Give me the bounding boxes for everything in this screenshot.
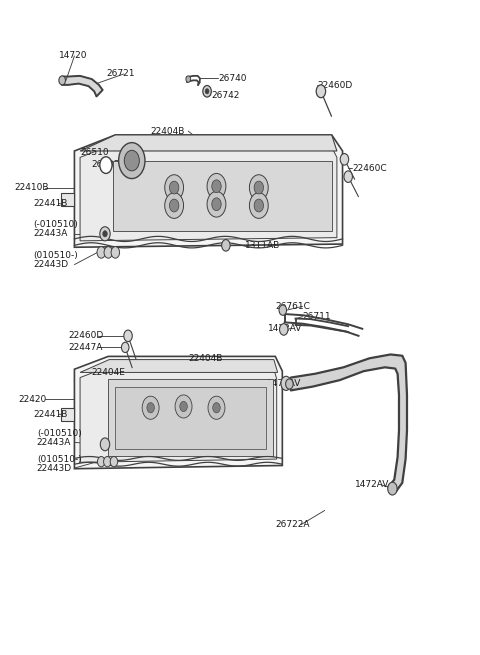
- Circle shape: [104, 247, 112, 258]
- Text: 22447A: 22447A: [68, 343, 103, 352]
- Polygon shape: [115, 386, 266, 449]
- Text: 26711: 26711: [302, 312, 331, 321]
- Polygon shape: [80, 135, 337, 151]
- Polygon shape: [113, 160, 332, 231]
- Text: 1472AV: 1472AV: [268, 324, 302, 333]
- Circle shape: [119, 143, 145, 179]
- Circle shape: [205, 88, 209, 94]
- Text: 26740: 26740: [219, 74, 247, 83]
- Polygon shape: [61, 407, 74, 421]
- Circle shape: [316, 85, 325, 98]
- Circle shape: [250, 175, 268, 200]
- Text: (010510-): (010510-): [37, 455, 82, 464]
- Circle shape: [103, 231, 108, 237]
- Circle shape: [344, 171, 352, 183]
- Circle shape: [213, 403, 220, 413]
- Text: 1472AV: 1472AV: [267, 379, 301, 388]
- Circle shape: [59, 76, 65, 85]
- Circle shape: [111, 247, 120, 258]
- Text: 26761C: 26761C: [275, 302, 310, 311]
- Text: 22443A: 22443A: [37, 438, 71, 447]
- Text: (-010510): (-010510): [37, 429, 82, 438]
- Text: 22404E: 22404E: [91, 368, 125, 377]
- Circle shape: [279, 324, 288, 335]
- Polygon shape: [80, 360, 277, 373]
- Circle shape: [165, 175, 183, 200]
- Text: 22443A: 22443A: [33, 229, 67, 238]
- Text: 26502: 26502: [91, 160, 120, 169]
- Polygon shape: [74, 356, 282, 469]
- Text: (-010510): (-010510): [33, 220, 78, 229]
- Text: 22404B: 22404B: [188, 354, 223, 364]
- Circle shape: [97, 457, 105, 467]
- Text: 22443D: 22443D: [33, 260, 68, 269]
- Text: 26742: 26742: [212, 90, 240, 100]
- Circle shape: [169, 199, 179, 212]
- Polygon shape: [61, 193, 74, 206]
- Circle shape: [147, 403, 155, 413]
- Circle shape: [100, 227, 110, 241]
- Circle shape: [254, 181, 264, 194]
- Polygon shape: [80, 366, 276, 462]
- Text: 22410B: 22410B: [14, 183, 48, 192]
- Circle shape: [281, 376, 291, 390]
- Text: 26721: 26721: [106, 69, 134, 79]
- Text: 26722A: 26722A: [275, 520, 310, 529]
- Circle shape: [110, 457, 118, 467]
- Circle shape: [207, 174, 226, 199]
- Circle shape: [100, 157, 112, 174]
- Circle shape: [180, 402, 187, 411]
- Circle shape: [175, 395, 192, 418]
- Circle shape: [222, 240, 230, 251]
- Circle shape: [286, 379, 293, 389]
- Circle shape: [212, 198, 221, 211]
- Polygon shape: [74, 135, 343, 247]
- Circle shape: [388, 482, 397, 495]
- Text: 26510: 26510: [80, 149, 108, 157]
- Polygon shape: [62, 76, 103, 96]
- Circle shape: [124, 330, 132, 342]
- Circle shape: [97, 247, 106, 258]
- Circle shape: [207, 191, 226, 217]
- Text: 22404B: 22404B: [151, 126, 185, 136]
- Text: 22460D: 22460D: [318, 81, 353, 90]
- Circle shape: [100, 438, 110, 451]
- Polygon shape: [291, 354, 407, 491]
- Polygon shape: [80, 143, 337, 241]
- Text: (010510-): (010510-): [33, 251, 78, 260]
- Polygon shape: [108, 379, 273, 456]
- Circle shape: [104, 457, 111, 467]
- Circle shape: [212, 180, 221, 193]
- Circle shape: [186, 76, 191, 83]
- Circle shape: [121, 343, 129, 352]
- Circle shape: [254, 199, 264, 212]
- Circle shape: [142, 396, 159, 419]
- Circle shape: [250, 193, 268, 218]
- Text: 14720: 14720: [59, 52, 87, 60]
- Circle shape: [165, 193, 183, 218]
- Text: 22441B: 22441B: [33, 199, 67, 208]
- Circle shape: [203, 86, 211, 97]
- Circle shape: [124, 151, 139, 171]
- Text: 1311AB: 1311AB: [245, 241, 280, 250]
- Text: 22443D: 22443D: [37, 464, 72, 472]
- Text: 22460D: 22460D: [68, 331, 104, 341]
- Text: 1472AV: 1472AV: [355, 480, 390, 489]
- Text: 22420: 22420: [18, 395, 46, 404]
- Text: 22460C: 22460C: [352, 164, 386, 173]
- Circle shape: [169, 181, 179, 194]
- Circle shape: [340, 153, 348, 165]
- Circle shape: [279, 305, 287, 315]
- Text: 22441B: 22441B: [33, 409, 67, 419]
- Circle shape: [208, 396, 225, 419]
